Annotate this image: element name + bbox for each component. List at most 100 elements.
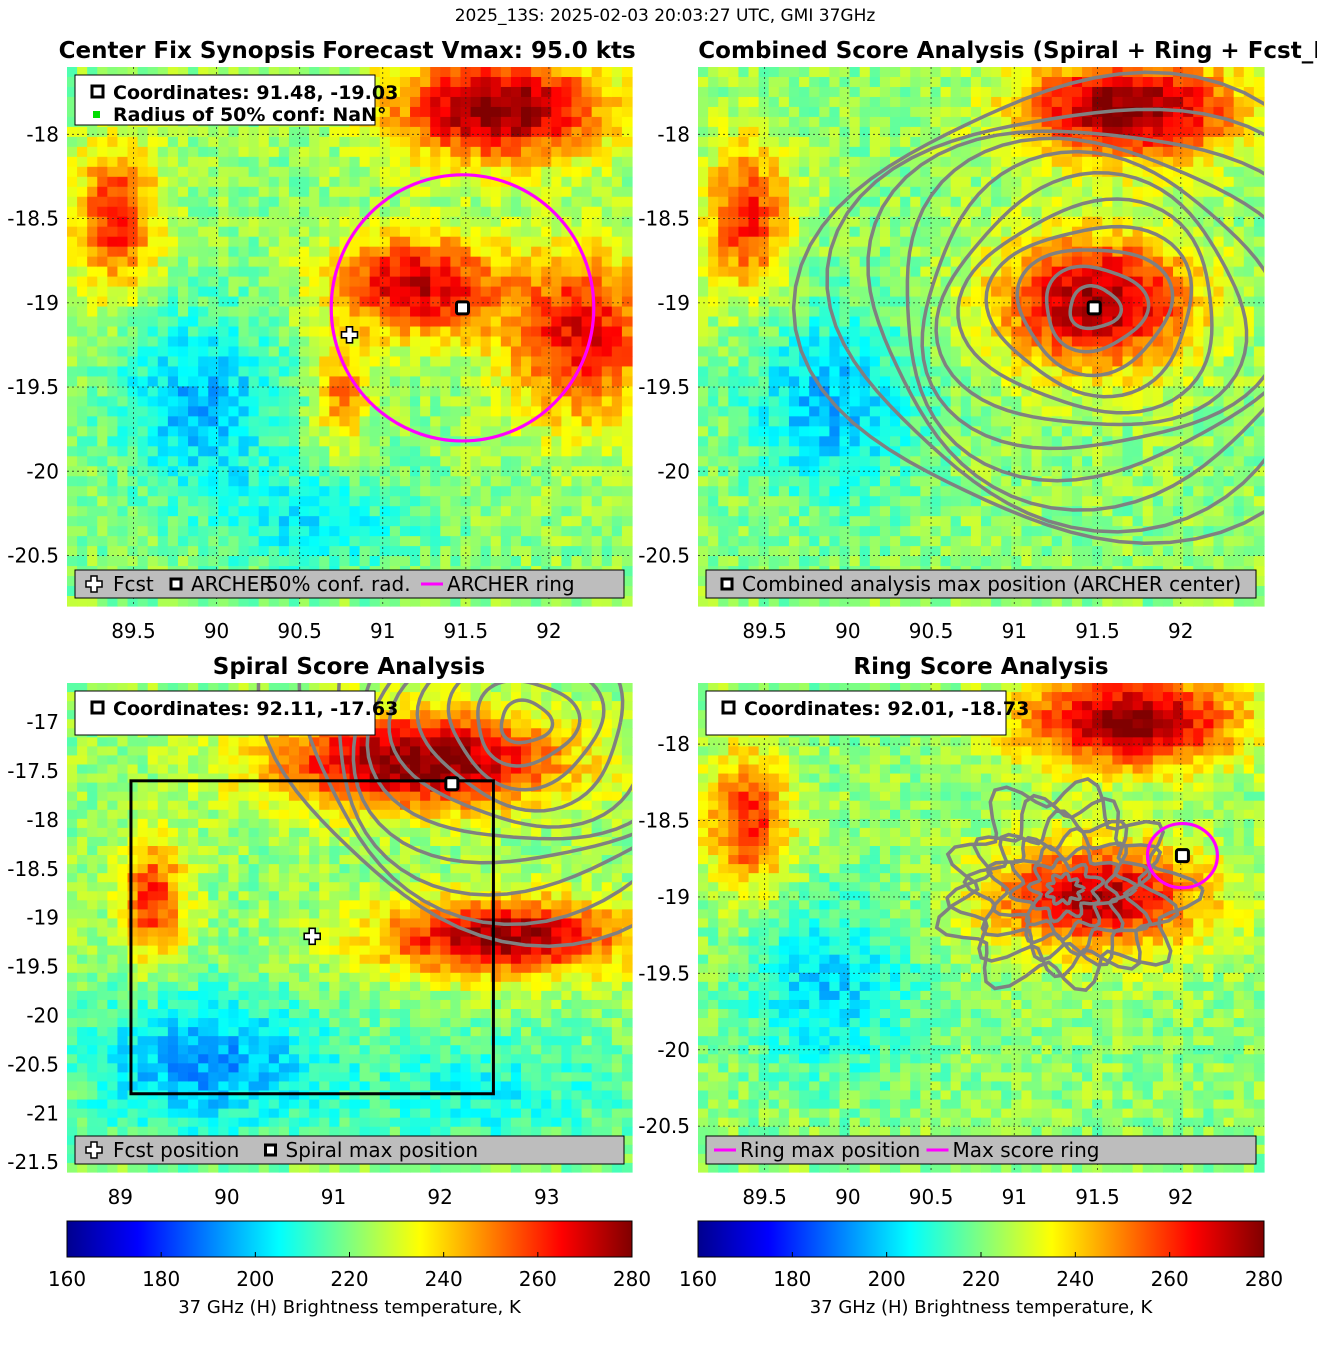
info-line: Coordinates: 92.11, -17.63 xyxy=(113,698,398,720)
legend-label: Max score ring xyxy=(953,1138,1100,1162)
x-tick-label: 92 xyxy=(427,1185,452,1209)
colorbar-label: 37 GHz (H) Brightness temperature, K xyxy=(810,1297,1154,1318)
x-tick-label: 91.5 xyxy=(1075,619,1120,643)
panel-title: Forecast Vmax: 95.0 kts xyxy=(322,38,635,64)
axis-ticks-combined: 89.5 90 90.5 91 91.5 92 -18 -18.5 -19 -19.5 -20 -20… xyxy=(638,122,1193,643)
grid-ring xyxy=(698,683,1264,1172)
axis-ticks-ring: 89.5 90 90.5 91 91.5 92 -18 -18.5 -19 -19.5 -20 -20… xyxy=(638,732,1193,1209)
colorbar-tick: 260 xyxy=(1151,1267,1189,1291)
legend-label: Fcst position xyxy=(113,1138,239,1162)
axis-ticks-center_fix: 89.5 90 90.5 91 91.5 92 -18 -18.5 -19 -19.5 -20 -20… xyxy=(7,122,561,643)
y-tick-label: -19 xyxy=(657,885,690,909)
contour-line xyxy=(476,683,582,768)
info-box: Coordinates: 92.01, -18.73 xyxy=(705,690,1029,736)
x-tick-label: 90 xyxy=(835,1185,860,1209)
contour-line xyxy=(1068,284,1124,331)
panel-title: Combined Score Analysis (Spiral + Ring +… xyxy=(698,38,1317,64)
y-tick-label: -18 xyxy=(26,808,59,832)
forecast-marker xyxy=(303,927,321,946)
colorbar-tick: 260 xyxy=(519,1267,557,1291)
x-tick-label: 91 xyxy=(370,619,395,643)
y-tick-label: -20.5 xyxy=(7,543,59,567)
y-tick-label: -18 xyxy=(657,122,690,146)
contour-line xyxy=(415,683,625,813)
colorbar-tick: 160 xyxy=(48,1267,86,1291)
x-tick-label: 92 xyxy=(1168,619,1193,643)
legend-spiral: Fcst position Spiral max position xyxy=(74,1135,625,1165)
x-tick-label: 89.5 xyxy=(742,1185,787,1209)
y-tick-label: -20.5 xyxy=(638,543,690,567)
y-tick-label: -19.5 xyxy=(7,955,59,979)
contour-line xyxy=(1044,871,1086,906)
x-tick-label: 92 xyxy=(1168,1185,1193,1209)
contours-combined xyxy=(791,70,1264,546)
grid-center_fix xyxy=(67,67,632,606)
contour-line xyxy=(387,683,632,829)
y-tick-label: -19.5 xyxy=(7,375,59,399)
colorbar-label: 37 GHz (H) Brightness temperature, K xyxy=(178,1297,522,1318)
x-tick-label: 90.5 xyxy=(909,1185,954,1209)
colorbar-1: 160 180 200 220 240 260 280 37 GHz (H) Brightne… xyxy=(48,1220,651,1318)
panel-title: Ring Score Analysis xyxy=(853,654,1108,680)
center-marker xyxy=(455,300,470,316)
x-tick-label: 90 xyxy=(204,619,229,643)
x-tick-label: 89.5 xyxy=(742,619,787,643)
legend-label: Fcst xyxy=(113,572,154,596)
colorbar-tick: 240 xyxy=(1056,1267,1094,1291)
legend-combined: Combined analysis max position (ARCHER c… xyxy=(705,569,1257,599)
x-tick-label: 91.5 xyxy=(444,619,489,643)
colorbar-tick: 220 xyxy=(330,1267,368,1291)
contour-line xyxy=(934,171,1249,427)
y-tick-label: -20.5 xyxy=(7,1052,59,1076)
colorbar-tick: 180 xyxy=(773,1267,811,1291)
y-tick-label: -20 xyxy=(657,459,690,483)
contour-line xyxy=(984,224,1194,399)
search-box xyxy=(129,779,495,1096)
contour-line xyxy=(499,698,555,745)
y-tick-label: -18 xyxy=(26,122,59,146)
score-ring xyxy=(1145,821,1219,890)
score-ring xyxy=(329,173,596,443)
forecast-marker xyxy=(340,326,359,344)
legend-label: ARCHER xyxy=(191,572,273,596)
x-tick-label: 93 xyxy=(534,1185,559,1209)
colorbar-tick: 280 xyxy=(613,1267,651,1291)
contour-line xyxy=(962,809,1153,967)
colorbar-tick: 200 xyxy=(868,1267,906,1291)
grid-combined xyxy=(698,67,1264,606)
panel-combined: Combined Score Analysis (Spiral + Ring +… xyxy=(638,38,1317,643)
y-tick-label: -19 xyxy=(657,291,690,315)
y-tick-label: -18 xyxy=(657,732,690,756)
contour-line xyxy=(905,136,1264,483)
x-tick-label: 91 xyxy=(321,1185,346,1209)
x-tick-label: 91.5 xyxy=(1075,1185,1120,1209)
y-tick-label: -21.5 xyxy=(7,1150,59,1174)
contour-line xyxy=(934,776,1205,992)
panel-title: Center Fix Synopsis xyxy=(59,38,316,64)
y-tick-label: -20.5 xyxy=(638,1114,690,1138)
x-tick-label: 90.5 xyxy=(909,619,954,643)
legend-label: Spiral max position xyxy=(286,1138,479,1162)
contour-line xyxy=(446,683,606,792)
panel-spiral: Spiral Score Analysis Coordinates: 92.11,… xyxy=(7,654,633,1209)
x-tick-label: 89 xyxy=(108,1185,133,1209)
contour-line xyxy=(920,149,1264,451)
contour-line xyxy=(825,107,1264,534)
info-box: Coordinates: 92.11, -17.63 xyxy=(74,690,398,736)
panel-ring: Ring Score Analysis Coordinates: 92.01, -… xyxy=(638,654,1265,1209)
contours-ring xyxy=(934,776,1205,992)
y-tick-label: -19 xyxy=(26,906,59,930)
contour-line xyxy=(866,129,1264,512)
legend-label: Ring max position xyxy=(740,1138,920,1162)
colorbar-tick: 200 xyxy=(236,1267,274,1291)
figure-title: 2025_13S: 2025-02-03 20:03:27 UTC, GMI 3… xyxy=(455,6,876,26)
y-tick-label: -18.5 xyxy=(7,857,59,881)
contour-line xyxy=(986,826,1138,957)
x-tick-label: 92 xyxy=(536,619,561,643)
y-tick-label: -18.5 xyxy=(7,207,59,231)
contour-line xyxy=(791,70,1264,546)
info-line: Radius of 50% conf: NaN° xyxy=(113,104,387,126)
